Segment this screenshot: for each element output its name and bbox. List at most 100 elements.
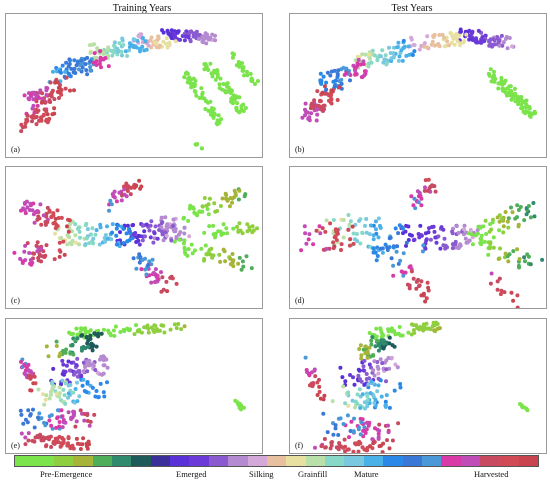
scatter-point [515, 203, 520, 208]
scatter-point [327, 246, 332, 251]
scatter-point [506, 225, 511, 230]
scatter-point [509, 205, 513, 210]
scatter-point [94, 228, 99, 233]
scatter-point [147, 259, 152, 264]
scatter-point [321, 109, 325, 113]
scatter-point [164, 279, 169, 284]
scatter-point [341, 235, 346, 240]
scatter-point [385, 438, 389, 443]
scatter-point [405, 282, 410, 287]
scatter-point [311, 242, 316, 247]
scatter-point [407, 52, 412, 57]
scatter-point [339, 242, 344, 247]
scatter-point [253, 82, 257, 86]
scatter-point [140, 223, 145, 228]
scatter-point [364, 230, 369, 235]
scatter-point [94, 389, 99, 393]
scatter-point [97, 61, 102, 66]
scatter-point [489, 227, 494, 232]
scatter-point [155, 276, 160, 281]
scatter-point [378, 357, 383, 362]
scatter-point [517, 265, 521, 270]
scatter-point [117, 190, 122, 195]
scatter-point [145, 323, 150, 328]
scatter-point [414, 286, 419, 291]
scatter-point [515, 95, 519, 100]
scatter-point [75, 356, 80, 361]
scatter-point [338, 416, 343, 421]
scatter-point [117, 41, 122, 46]
scatter-point [25, 420, 30, 425]
scatter-point [92, 42, 97, 47]
scatter-point [127, 227, 132, 231]
scatter-point [412, 49, 417, 54]
scatter-point [363, 406, 367, 411]
scatter-point [488, 67, 493, 72]
scatter-point [336, 433, 341, 437]
scatter-point [321, 411, 326, 416]
scatter-point [219, 117, 224, 122]
scatter-point [235, 224, 239, 229]
scatter-point [241, 264, 246, 269]
scatter-point [432, 32, 437, 37]
scatter-point [167, 41, 172, 46]
scatter-point [427, 326, 431, 331]
scatter-point [100, 372, 104, 377]
scatter-point [237, 221, 242, 226]
scatter-point [73, 222, 78, 227]
scatter-point [171, 224, 175, 228]
scatter-point [87, 423, 92, 428]
scatter-point [459, 29, 463, 34]
scatter-point [331, 432, 336, 437]
scatter-point [376, 216, 381, 221]
scatter-point [225, 231, 230, 236]
legend-label-mature: Mature [354, 469, 379, 479]
scatter-point [343, 401, 348, 406]
scatter-point [393, 362, 398, 367]
scatter-point [48, 80, 53, 85]
scatter-point [510, 44, 514, 49]
scatter-point [38, 432, 43, 437]
scatter-point [221, 222, 226, 227]
scatter-point [365, 420, 369, 425]
scatter-point [412, 331, 417, 335]
scatter-point [376, 343, 381, 348]
scatter-point [208, 99, 213, 104]
scatter-point [360, 75, 365, 79]
scatter-point [350, 398, 355, 403]
scatter-point [377, 444, 382, 449]
scatter-point [41, 213, 46, 218]
scatter-point [331, 218, 336, 222]
scatter-point [71, 390, 76, 395]
scatter-point [22, 208, 27, 213]
scatter-point [428, 237, 433, 242]
scatter-point [435, 326, 440, 331]
scatter-point [430, 324, 435, 329]
scatter-point [245, 73, 250, 78]
scatter-point [497, 219, 502, 224]
scatter-point [159, 221, 164, 226]
scatter-point [137, 252, 142, 257]
scatter-point [215, 118, 220, 123]
scatter-point [382, 345, 386, 350]
scatter-point [342, 437, 347, 442]
scatter-point [437, 33, 442, 37]
scatter-point [228, 262, 233, 267]
scatter-point [235, 101, 240, 106]
scatter-point [376, 235, 381, 240]
scatter-point [44, 243, 49, 248]
scatter-point [149, 219, 154, 224]
scatter-point [65, 224, 69, 229]
scatter-point [96, 334, 101, 339]
scatter-point [373, 250, 378, 255]
scatter-point [74, 63, 79, 68]
scatter-point [421, 291, 426, 296]
scatter-point [152, 280, 157, 284]
scatter-point [202, 196, 207, 200]
scatter-point [58, 249, 63, 254]
scatter-point [352, 416, 356, 421]
scatter-point [483, 33, 488, 38]
scatter-point [376, 431, 381, 436]
scatter-point [387, 446, 392, 451]
scatter-point [213, 77, 218, 82]
